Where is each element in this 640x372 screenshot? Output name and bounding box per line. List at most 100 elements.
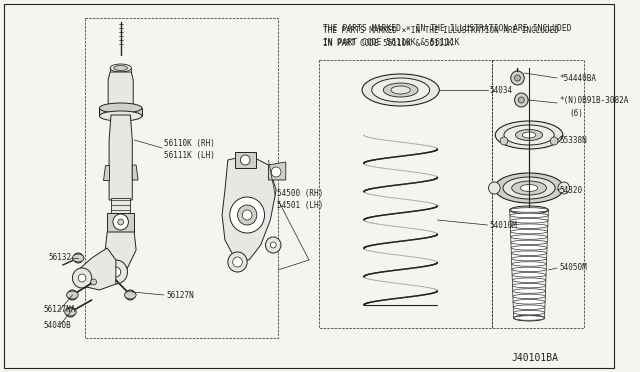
- Circle shape: [230, 197, 264, 233]
- Polygon shape: [99, 108, 142, 116]
- Ellipse shape: [513, 294, 545, 299]
- Circle shape: [78, 274, 86, 282]
- Ellipse shape: [520, 185, 538, 192]
- Circle shape: [74, 253, 83, 263]
- Circle shape: [118, 219, 124, 225]
- Circle shape: [113, 214, 129, 230]
- Text: 54050M: 54050M: [559, 263, 587, 273]
- Ellipse shape: [512, 273, 546, 277]
- Ellipse shape: [514, 316, 545, 320]
- Circle shape: [518, 97, 524, 103]
- Bar: [319, 60, 492, 328]
- Ellipse shape: [513, 299, 545, 304]
- Ellipse shape: [99, 111, 142, 121]
- Ellipse shape: [391, 86, 410, 94]
- Circle shape: [104, 260, 127, 284]
- Polygon shape: [78, 248, 116, 290]
- Ellipse shape: [511, 246, 547, 250]
- Ellipse shape: [511, 240, 547, 245]
- Circle shape: [237, 205, 257, 225]
- Ellipse shape: [511, 230, 548, 234]
- Ellipse shape: [510, 219, 548, 223]
- Text: IN PART CODE 56110K & 56111K: IN PART CODE 56110K & 56111K: [323, 38, 460, 46]
- Text: *(N)0B91B-3082A: *(N)0B91B-3082A: [559, 96, 628, 105]
- Ellipse shape: [511, 256, 547, 261]
- Text: 54034: 54034: [490, 86, 513, 94]
- Text: THE PARTS MARKED × IN THE ILLUSTRATION ARE INCLUDED: THE PARTS MARKED × IN THE ILLUSTRATION A…: [323, 23, 572, 32]
- Circle shape: [558, 182, 570, 194]
- Ellipse shape: [65, 308, 76, 316]
- Text: IN PART CODE 56110K & 56111K: IN PART CODE 56110K & 56111K: [323, 38, 453, 48]
- Ellipse shape: [511, 251, 547, 256]
- Polygon shape: [268, 162, 286, 180]
- Bar: [235, 152, 256, 168]
- Ellipse shape: [512, 262, 547, 266]
- Circle shape: [241, 155, 250, 165]
- Polygon shape: [103, 165, 109, 180]
- Ellipse shape: [522, 132, 536, 138]
- Ellipse shape: [512, 181, 547, 195]
- Text: 56111K (LH): 56111K (LH): [164, 151, 215, 160]
- Circle shape: [550, 137, 558, 145]
- Text: 56110K (RH): 56110K (RH): [164, 138, 215, 148]
- Polygon shape: [108, 72, 133, 110]
- Polygon shape: [222, 155, 276, 260]
- Ellipse shape: [512, 267, 547, 272]
- Ellipse shape: [516, 129, 543, 141]
- Circle shape: [500, 137, 508, 145]
- Circle shape: [228, 252, 247, 272]
- Text: 54040B: 54040B: [44, 321, 71, 330]
- Polygon shape: [111, 198, 131, 215]
- Text: 54500 (RH): 54500 (RH): [277, 189, 323, 198]
- Ellipse shape: [511, 235, 547, 239]
- Circle shape: [111, 267, 121, 277]
- Ellipse shape: [510, 224, 548, 228]
- Ellipse shape: [67, 291, 78, 299]
- Ellipse shape: [72, 254, 84, 262]
- Ellipse shape: [510, 208, 548, 212]
- Ellipse shape: [383, 83, 418, 97]
- Circle shape: [66, 307, 76, 317]
- Text: THE PARTS MARKED × IN THE ILLUSTRATION ARE INCLUDED: THE PARTS MARKED × IN THE ILLUSTRATION A…: [323, 26, 559, 35]
- Circle shape: [72, 268, 92, 288]
- Ellipse shape: [510, 206, 548, 214]
- Ellipse shape: [494, 173, 564, 203]
- Ellipse shape: [99, 103, 142, 113]
- Ellipse shape: [513, 289, 545, 293]
- Polygon shape: [105, 232, 136, 272]
- Circle shape: [125, 290, 135, 300]
- Circle shape: [511, 71, 524, 85]
- Polygon shape: [109, 115, 132, 200]
- Text: 54320: 54320: [559, 186, 582, 195]
- Circle shape: [488, 182, 500, 194]
- Ellipse shape: [510, 213, 548, 218]
- Circle shape: [68, 290, 77, 300]
- Text: 55338N: 55338N: [559, 135, 587, 144]
- Ellipse shape: [125, 291, 136, 299]
- Circle shape: [515, 93, 528, 107]
- Ellipse shape: [513, 283, 546, 288]
- Circle shape: [243, 210, 252, 220]
- Text: 54501 (LH): 54501 (LH): [277, 201, 323, 209]
- Text: 54010M: 54010M: [490, 221, 517, 230]
- Ellipse shape: [503, 177, 555, 199]
- Ellipse shape: [362, 74, 439, 106]
- Ellipse shape: [513, 310, 545, 315]
- Text: *54440BA: *54440BA: [559, 74, 596, 83]
- Ellipse shape: [114, 65, 127, 71]
- Bar: [492, 60, 584, 328]
- Ellipse shape: [504, 125, 554, 145]
- Circle shape: [233, 257, 243, 267]
- Ellipse shape: [495, 121, 563, 149]
- Ellipse shape: [512, 278, 546, 282]
- Ellipse shape: [110, 64, 131, 72]
- Text: 56127N: 56127N: [166, 291, 194, 299]
- Ellipse shape: [513, 305, 545, 310]
- Polygon shape: [107, 213, 134, 232]
- Circle shape: [271, 167, 281, 177]
- Circle shape: [270, 242, 276, 248]
- Circle shape: [515, 75, 520, 81]
- Text: 56132: 56132: [48, 253, 72, 263]
- Ellipse shape: [372, 78, 429, 102]
- Polygon shape: [132, 165, 138, 180]
